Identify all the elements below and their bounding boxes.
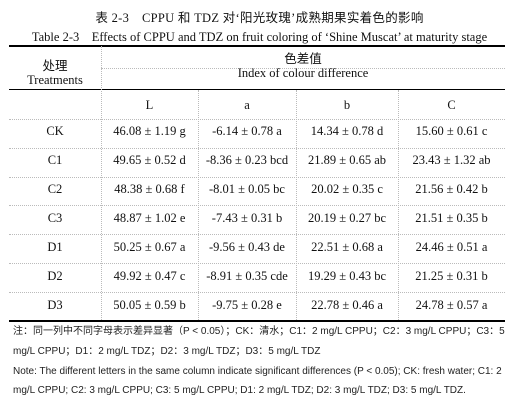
grid-line xyxy=(9,263,505,264)
table-cell: 50.25 ± 0.67 a xyxy=(113,240,186,254)
note-cn-line1: 注：同一列中不同字母表示差异显著（P < 0.05）；CK：清水；C1：2 mg… xyxy=(13,326,505,337)
row-label: D1 xyxy=(47,240,63,254)
table-cell: -9.75 ± 0.28 e xyxy=(212,298,282,312)
table-cell: 15.60 ± 0.61 c xyxy=(415,124,488,138)
index-header-cn: 色差值 xyxy=(284,52,322,66)
table-cell: -8.01 ± 0.05 bc xyxy=(209,182,285,196)
table-cell: 48.38 ± 0.68 f xyxy=(114,182,185,196)
grid-line xyxy=(9,119,505,120)
grid-line xyxy=(101,68,505,69)
grid-vline xyxy=(398,90,399,320)
table-cell: 22.78 ± 0.46 a xyxy=(311,298,383,312)
table-cell: 49.65 ± 0.52 d xyxy=(113,153,186,167)
table-cell: 21.51 ± 0.35 b xyxy=(415,211,488,225)
grid-line xyxy=(9,177,505,178)
note-en-line1: Note: The different letters in the same … xyxy=(13,366,502,377)
grid-vline xyxy=(198,90,199,320)
treatments-header-en: Treatments xyxy=(27,73,83,87)
treatments-header: 处理 Treatments xyxy=(9,59,101,87)
table-cell: 21.89 ± 0.65 ab xyxy=(307,153,387,167)
grid-vline xyxy=(101,46,102,320)
table-cell: 20.02 ± 0.35 c xyxy=(311,182,383,196)
bottom-rule xyxy=(9,320,505,322)
table-cell: 48.87 ± 1.02 e xyxy=(113,211,186,225)
table-cell: -7.43 ± 0.31 b xyxy=(211,211,283,225)
table-cell: -8.91 ± 0.35 cde xyxy=(206,269,288,283)
table-cell: -8.36 ± 0.23 bcd xyxy=(205,153,289,167)
index-header-en: Index of colour difference xyxy=(237,66,369,80)
column-header: L xyxy=(145,98,154,112)
table-cell: 21.25 ± 0.31 b xyxy=(415,269,488,283)
table-title-en: Table 2-3 Effects of CPPU and TDZ on fru… xyxy=(31,30,488,44)
table-cell: 50.05 ± 0.59 b xyxy=(113,298,186,312)
grid-line xyxy=(9,292,505,293)
row-label: CK xyxy=(46,124,64,138)
table-cell: 46.08 ± 1.19 g xyxy=(113,124,186,138)
grid-vline xyxy=(296,90,297,320)
table-cell: 14.34 ± 0.78 d xyxy=(310,124,384,138)
table-title-cn: 表 2-3 CPPU 和 TDZ 对‘阳光玫瑰’成熟期果实着色的影响 xyxy=(95,11,424,25)
grid-line xyxy=(9,234,505,235)
table-cell: 21.56 ± 0.42 b xyxy=(415,182,488,196)
row-label: D2 xyxy=(47,269,63,283)
row-label: C2 xyxy=(47,182,63,196)
note-cn-line2: mg/L CPPU；D1：2 mg/L TDZ；D2：3 mg/L TDZ；D3… xyxy=(13,346,321,357)
top-rule xyxy=(9,45,505,47)
grid-line xyxy=(9,148,505,149)
grid-line xyxy=(9,205,505,206)
table-cell: 19.29 ± 0.43 bc xyxy=(307,269,387,283)
table-cell: -9.56 ± 0.43 de xyxy=(209,240,285,254)
table-cell: 23.43 ± 1.32 ab xyxy=(412,153,491,167)
row-label: D3 xyxy=(47,298,63,312)
column-header: a xyxy=(244,98,250,112)
header-rule xyxy=(9,89,505,90)
table-cell: -6.14 ± 0.78 a xyxy=(212,124,282,138)
table-cell: 24.46 ± 0.51 a xyxy=(415,240,488,254)
table-cell: 49.92 ± 0.47 c xyxy=(113,269,186,283)
row-label: C1 xyxy=(47,153,63,167)
table-cell: 22.51 ± 0.68 a xyxy=(311,240,383,254)
table-cell: 20.19 ± 0.27 bc xyxy=(307,211,387,225)
column-header: b xyxy=(343,98,351,112)
column-header: C xyxy=(447,98,456,112)
note-en-line2: mg/L CPPU; C2: 3 mg/L CPPU; C3: 5 mg/L C… xyxy=(13,385,466,396)
index-header: 色差值 Index of colour difference xyxy=(101,52,505,80)
treatments-header-cn: 处理 xyxy=(42,59,68,73)
table-cell: 24.78 ± 0.57 a xyxy=(415,298,488,312)
row-label: C3 xyxy=(47,211,63,225)
